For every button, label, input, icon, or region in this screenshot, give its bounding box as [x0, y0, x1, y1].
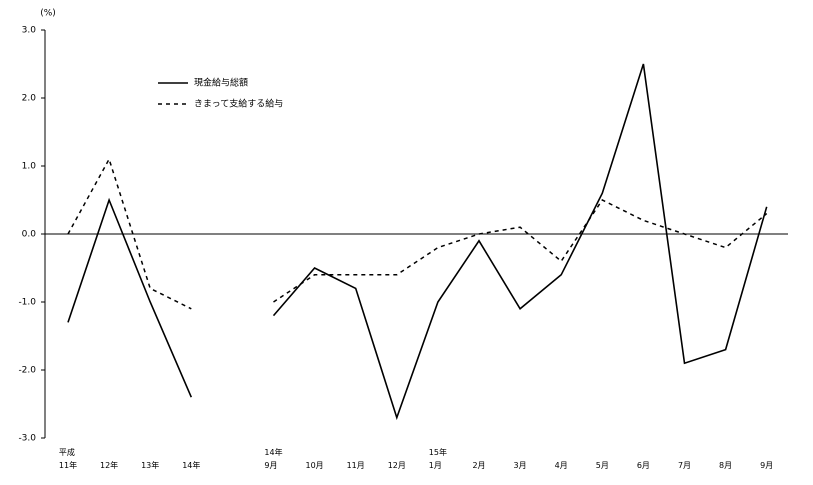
x-tick-label: 4月	[554, 461, 568, 470]
x-tick-label: 14年 9月	[264, 448, 283, 470]
x-tick-label: 6月	[636, 461, 650, 470]
x-tick-label: 8月	[719, 461, 733, 470]
x-tick-label: 14年	[182, 461, 201, 470]
y-tick-label: 0.0	[22, 230, 37, 240]
y-tick-label: 3.0	[22, 26, 37, 36]
series-line	[67, 157, 768, 310]
x-tick-label: 3月	[513, 461, 527, 470]
legend-label: きまって支給する給与	[194, 98, 283, 110]
x-tick-label: 5月	[595, 461, 609, 470]
series-line	[67, 63, 768, 421]
x-tick-label: 12月	[387, 461, 406, 470]
x-tick-label: 9月	[760, 461, 774, 470]
x-tick-label: 11月	[346, 461, 365, 470]
y-tick-label: -2.0	[18, 366, 36, 376]
x-tick-label: 10月	[305, 461, 324, 470]
y-unit-label: (%)	[40, 9, 56, 19]
y-tick-label: 2.0	[22, 94, 37, 104]
x-tick-label: 平成 11年	[58, 448, 78, 470]
x-tick-label: 13年	[141, 461, 160, 470]
x-tick-label: 2月	[472, 461, 486, 470]
y-tick-label: -3.0	[18, 434, 36, 444]
y-tick-label: -1.0	[18, 298, 36, 308]
x-tick-label: 7月	[677, 461, 692, 470]
y-tick-label: 1.0	[22, 162, 37, 172]
x-tick-label: 12年	[100, 461, 119, 470]
x-tick-label: 15年 1月	[428, 448, 447, 470]
legend-label: 現金給与総額	[194, 77, 248, 89]
